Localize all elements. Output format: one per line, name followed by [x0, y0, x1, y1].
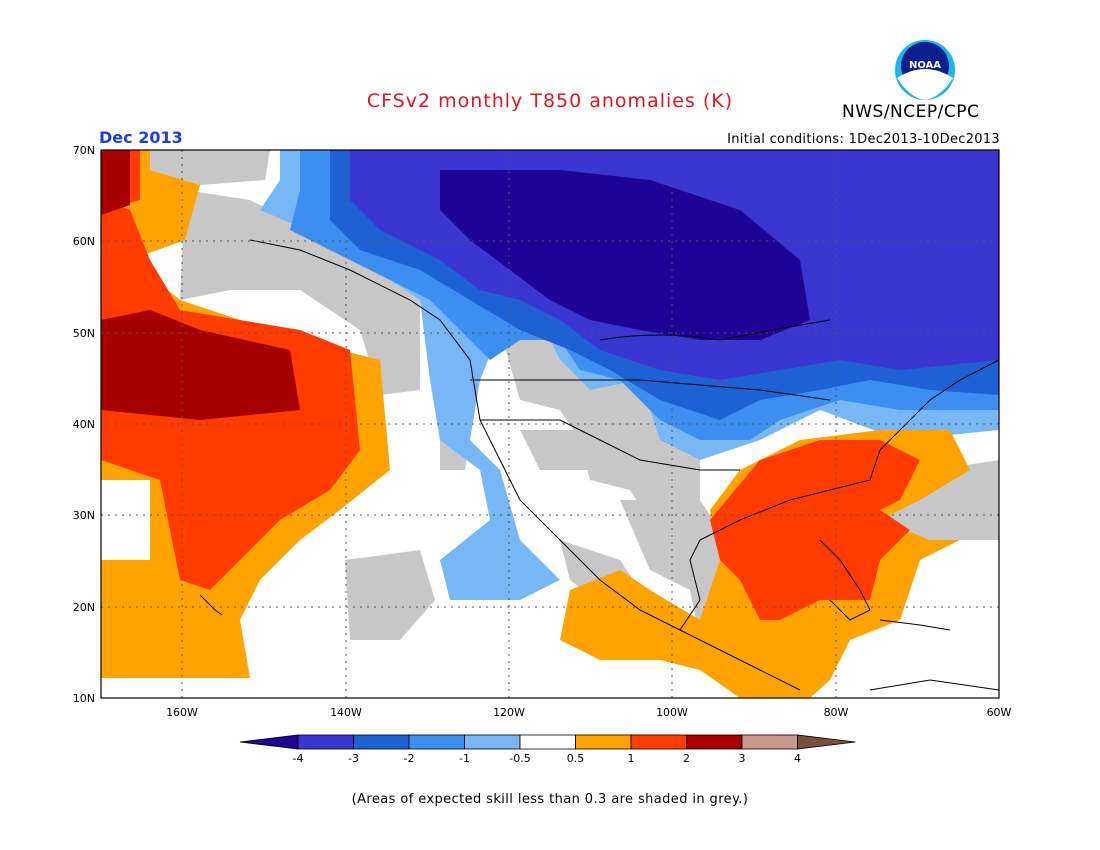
lat-tick-10n: 10N [73, 692, 95, 705]
legend-arrow-min [239, 734, 299, 750]
lat-tick-30n: 30N [73, 509, 95, 522]
legend-swatch [297, 734, 354, 750]
lon-tick-140w: 140W [330, 706, 362, 719]
lat-tick-70n: 70N [73, 144, 95, 157]
warm-anomaly-southeast [560, 430, 970, 698]
agency-label: NWS/NCEP/CPC [842, 102, 980, 122]
lat-tick-20n: 20N [73, 601, 95, 614]
lat-tick-50n: 50N [73, 327, 95, 340]
lon-tick-160w: 160W [166, 706, 198, 719]
lat-tick-labels: 10N 20N 30N 40N 50N 60N 70N [73, 144, 95, 705]
map-title: CFSv2 monthly T850 anomalies (K) [366, 90, 734, 112]
legend-swatch [464, 734, 521, 750]
legend-label: -0.5 [509, 752, 530, 765]
forecast-month: Dec 2013 [99, 128, 183, 147]
legend-label: 1 [628, 752, 635, 765]
lat-tick-60n: 60N [73, 235, 95, 248]
warm-anomaly-pacific [101, 150, 390, 678]
map-panel [100, 149, 1000, 699]
legend-swatch [630, 734, 687, 750]
lon-tick-100w: 100W [656, 706, 688, 719]
legend-label: -1 [459, 752, 470, 765]
graticule [101, 150, 999, 698]
lon-tick-120w: 120W [493, 706, 525, 719]
cold-anomaly-regions [260, 150, 999, 600]
color-scale-legend: -4 -3 -2 -1 -0.5 0.5 1 2 3 4 [239, 734, 856, 765]
lon-tick-labels: 160W 140W 120W 100W 80W 60W [166, 706, 1011, 719]
legend-swatch [686, 734, 743, 750]
legend-arrow-max [797, 734, 856, 750]
legend-label: 2 [683, 752, 690, 765]
legend-swatch [353, 734, 410, 750]
noaa-logo: NOAA [895, 40, 955, 100]
legend-label: 3 [739, 752, 746, 765]
noaa-logo-text: NOAA [909, 60, 941, 71]
initial-conditions: Initial conditions: 1Dec2013-10Dec2013 [727, 132, 1000, 147]
legend-swatch [575, 734, 632, 750]
legend-swatch [741, 734, 798, 750]
legend-swatch [408, 734, 465, 750]
legend-swatch [519, 734, 576, 750]
map-frame [100, 149, 1000, 699]
legend-label: 0.5 [567, 752, 585, 765]
lat-tick-40n: 40N [73, 418, 95, 431]
coastlines [199, 239, 999, 691]
legend-label: -2 [404, 752, 415, 765]
legend-label: 4 [794, 752, 801, 765]
lon-tick-80w: 80W [824, 706, 849, 719]
lon-tick-60w: 60W [987, 706, 1012, 719]
legend-label: -4 [293, 752, 304, 765]
skill-footnote: (Areas of expected skill less than 0.3 a… [351, 792, 749, 807]
legend-label: -3 [348, 752, 359, 765]
